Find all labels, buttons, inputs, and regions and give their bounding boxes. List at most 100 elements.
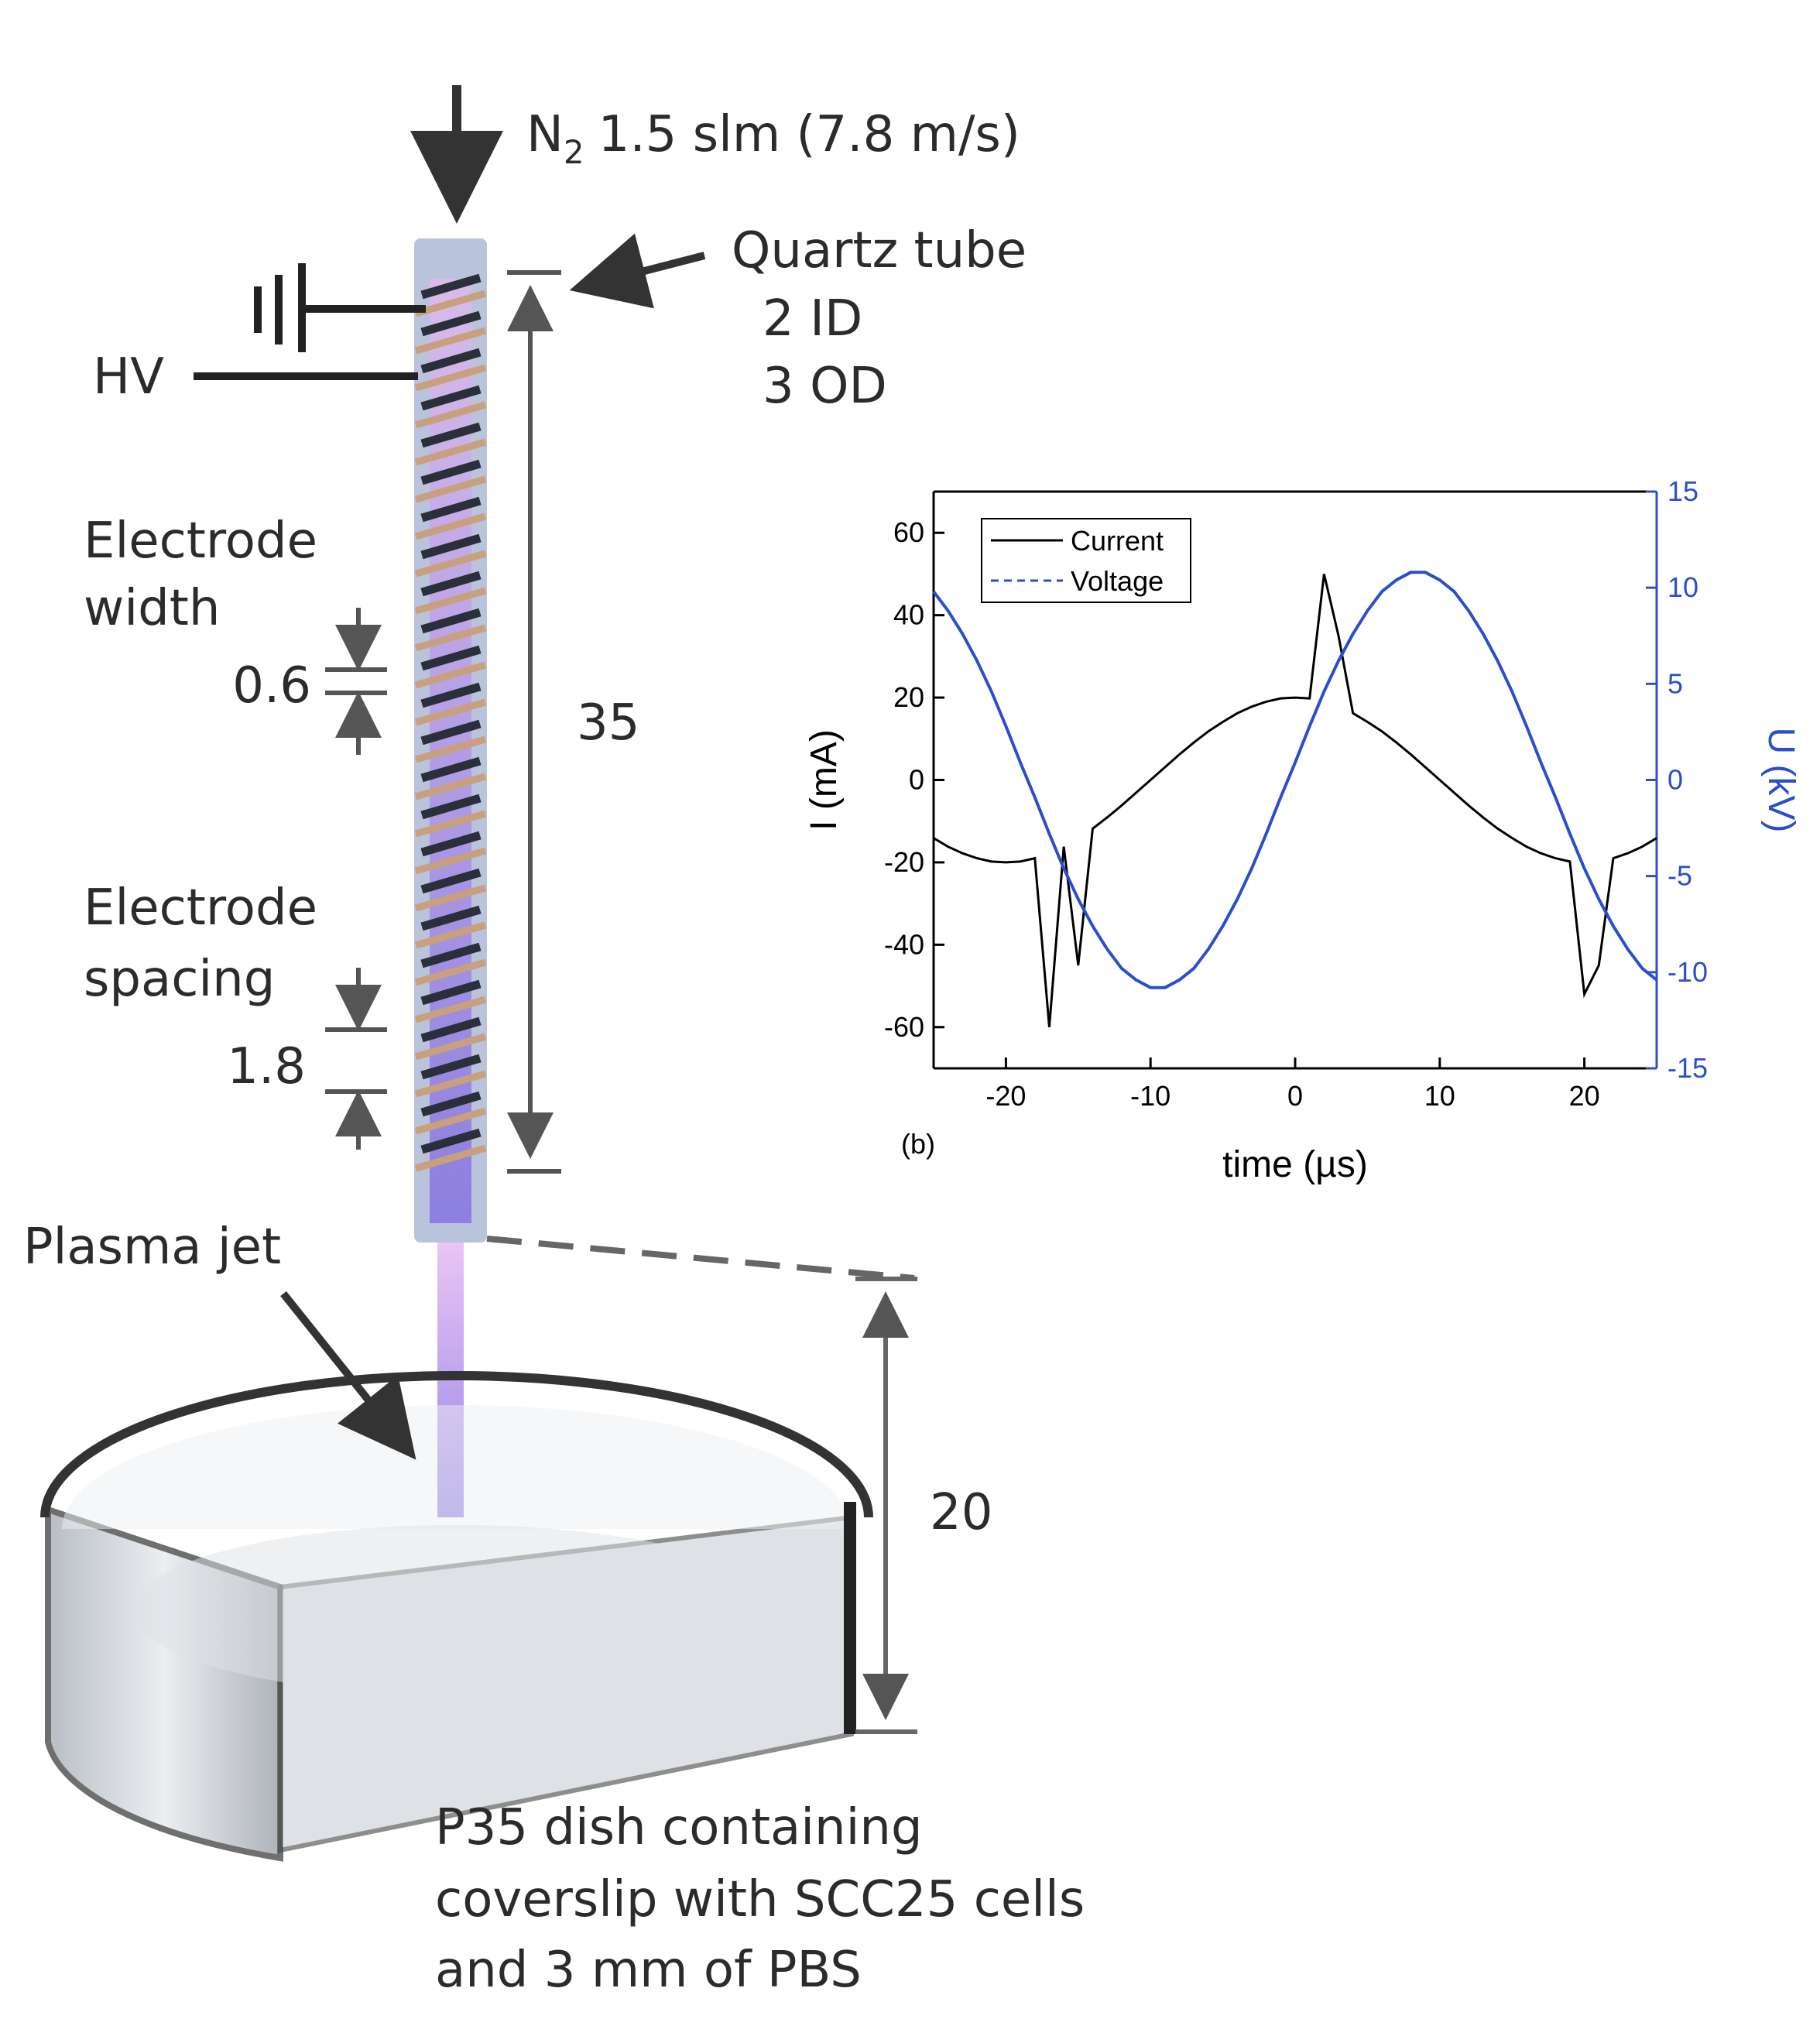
gas-subscript: 2	[564, 133, 584, 171]
y2-axis-title: U (kV)	[1760, 728, 1801, 833]
copper-wire	[414, 810, 487, 838]
gap-label: 20	[930, 1484, 992, 1541]
gas-label: N2 1.5 slm (7.8 m/s)	[526, 106, 1020, 171]
x-tick-label: -10	[1130, 1080, 1170, 1112]
copper-wire	[414, 921, 487, 949]
dish-caption: and 3 mm of PBS	[435, 1942, 862, 1999]
electrode	[420, 682, 482, 708]
y2-tick-label: 10	[1667, 571, 1698, 603]
x-tick-label: -20	[985, 1080, 1026, 1112]
electrode	[420, 831, 482, 857]
y-tick-label: -20	[884, 846, 924, 878]
copper-wire	[414, 847, 487, 875]
copper-wire	[414, 327, 487, 355]
quartz-tube	[414, 238, 487, 1243]
legend-label: Voltage	[1071, 565, 1164, 597]
spacing-value: 1.8	[227, 1038, 306, 1095]
x-tick-label: 10	[1424, 1080, 1455, 1112]
copper-wire	[414, 958, 487, 986]
legend-box	[981, 518, 1191, 603]
hv-label: HV	[93, 348, 164, 406]
y2-tick-label: 0	[1667, 764, 1683, 796]
y2-tick-label: -15	[1667, 1052, 1708, 1084]
electrode	[420, 756, 482, 783]
length-label: 35	[577, 694, 639, 752]
copper-wire	[414, 512, 487, 540]
copper-wire	[414, 661, 487, 689]
inset-chart: -20 -10 0 10 20 -60 -40 -20 0 20 40 60 -15 -10 -5 0 5 10 1…	[804, 475, 1801, 1185]
copper-wire	[414, 773, 487, 800]
id-label: 2 ID	[763, 290, 862, 348]
copper-wire	[414, 550, 487, 578]
copper-wire	[414, 884, 487, 912]
od-label: 3 OD	[763, 358, 887, 415]
electrode	[420, 459, 482, 485]
copper-wire	[414, 698, 487, 726]
electrode	[420, 571, 482, 597]
copper-wire	[414, 1033, 487, 1061]
electrode-width-label: Electrode	[84, 512, 317, 570]
copper-wire	[414, 587, 487, 615]
copper-wire	[414, 475, 487, 503]
electrode	[420, 868, 482, 894]
electrode-spacing-label: spacing	[84, 951, 275, 1008]
electrode	[420, 1054, 482, 1080]
copper-wire	[414, 401, 487, 429]
copper-wire	[414, 735, 487, 763]
x-axis-title: time (µs)	[1222, 1144, 1368, 1185]
electrode	[420, 794, 482, 820]
length-dimension	[507, 270, 561, 1174]
dish	[40, 1371, 873, 1862]
electrode	[420, 942, 482, 968]
electrode-spacing-label: Electrode	[84, 879, 317, 937]
series-line	[932, 571, 1658, 989]
y-tick-label: 40	[893, 599, 924, 631]
electrode	[420, 1091, 482, 1117]
copper-wire	[414, 364, 487, 392]
y-tick-label: -40	[884, 928, 924, 960]
width-dimension	[325, 608, 387, 755]
copper-wire	[414, 1107, 487, 1135]
y-tick-label: 60	[893, 516, 924, 548]
electrode	[420, 645, 482, 671]
electrode	[420, 496, 482, 523]
electrode	[420, 533, 482, 560]
electrode-width-label: width	[84, 580, 220, 637]
electrode	[420, 310, 482, 337]
x-tick-label: 20	[1569, 1080, 1600, 1112]
electrode	[420, 348, 482, 374]
copper-wire	[414, 624, 487, 652]
y-tick-label: 0	[909, 764, 924, 796]
y2-tick-label: -10	[1667, 956, 1708, 988]
y-axis-title: I (mA)	[804, 729, 845, 831]
plasma-jet-label: Plasma jet	[23, 1219, 281, 1276]
dish-caption: P35 dish containing	[435, 1799, 923, 1856]
series-line	[933, 574, 1657, 1027]
dish-caption: coverslip with SCC25 cells	[435, 1871, 1085, 1928]
electrode	[420, 905, 482, 931]
gap-dashed-line	[486, 1236, 915, 1281]
electrode	[420, 422, 482, 448]
electrode	[420, 385, 482, 411]
y2-tick-label: 15	[1667, 475, 1698, 507]
electrode	[420, 719, 482, 746]
panel-label: (b)	[901, 1128, 935, 1160]
quartz-label: Quartz tube	[732, 222, 1027, 279]
copper-wire	[414, 290, 487, 317]
y2-tick-label: 5	[1667, 667, 1683, 699]
electrode	[420, 1016, 482, 1043]
y-tick-label: -60	[884, 1011, 924, 1043]
copper-wire	[414, 996, 487, 1023]
gas-flow: 1.5 slm (7.8 m/s)	[598, 106, 1020, 163]
tube-arrow	[569, 233, 706, 309]
electrode	[420, 273, 482, 300]
electrode	[420, 1128, 482, 1154]
y2-tick-label: -5	[1667, 860, 1692, 892]
jet-arrow	[280, 1291, 416, 1460]
ground-symbol	[194, 263, 426, 380]
width-value: 0.6	[232, 657, 311, 715]
copper-wire	[414, 1144, 487, 1172]
x-tick-label: 0	[1287, 1080, 1303, 1112]
electrode	[420, 608, 482, 634]
